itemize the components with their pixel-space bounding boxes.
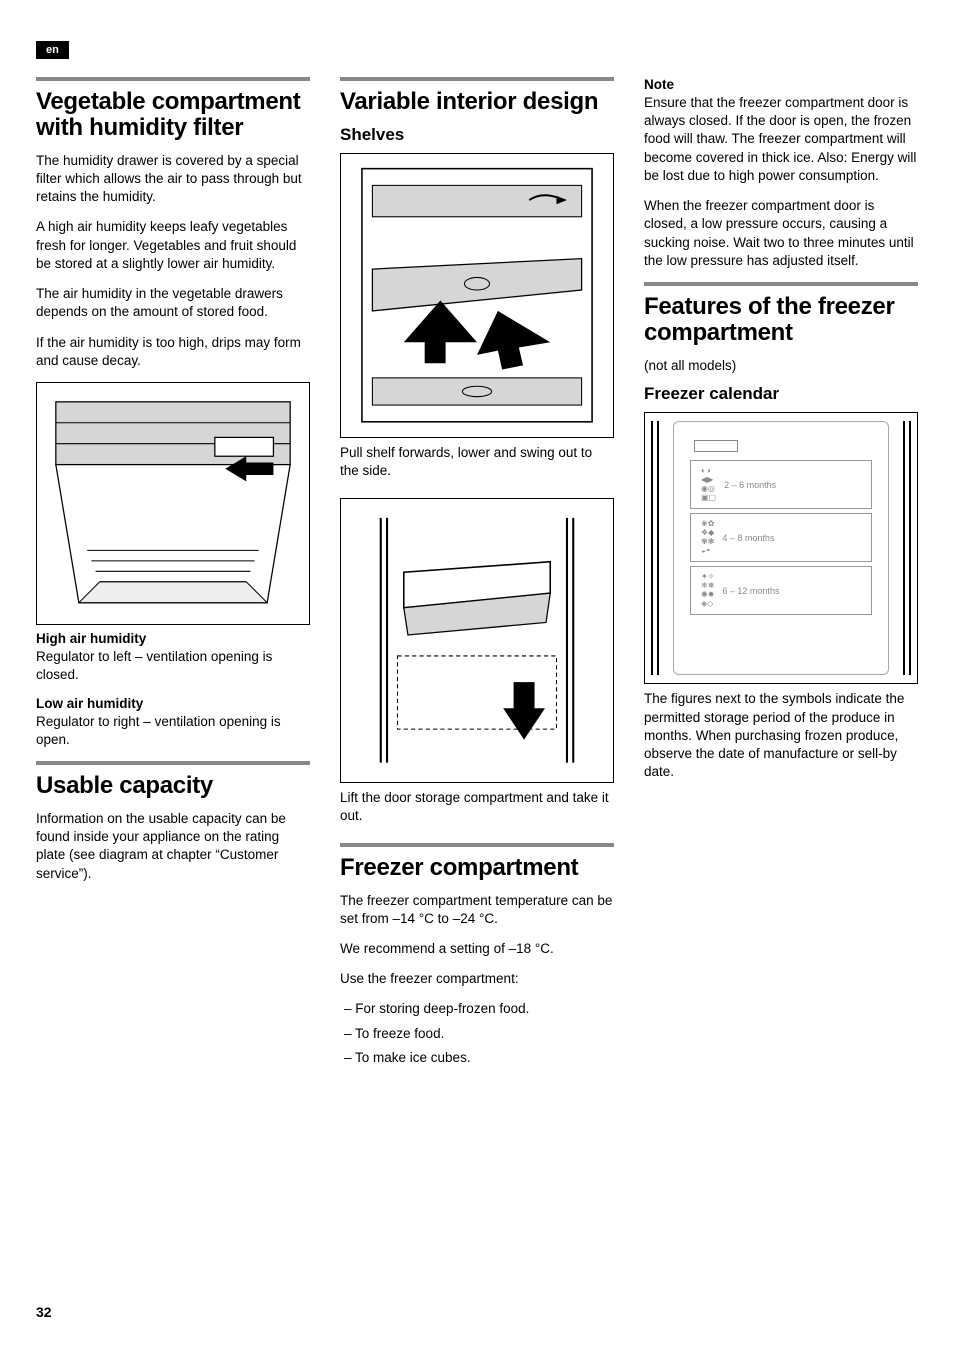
section-rule: [340, 843, 614, 847]
body-text: Information on the usable capacity can b…: [36, 810, 310, 883]
label-low-humidity: Low air humidity: [36, 696, 310, 711]
body-text: We recommend a setting of –18 °C.: [340, 940, 614, 958]
section-rule: [340, 77, 614, 81]
body-text: Regulator to left – ventilation opening …: [36, 648, 310, 684]
column-2: Variable interior de­sign Shelves Pull s…: [340, 77, 614, 1079]
figure-door-compartment: [340, 498, 614, 782]
subnote-not-all-models: (not all models): [644, 357, 918, 375]
body-text: Use the freezer compartment:: [340, 970, 614, 988]
heading-freezer-features: Features of the freezer compartment: [644, 294, 918, 347]
list-item: To freeze food.: [344, 1025, 614, 1043]
body-text: The freezer compartment temperature can …: [340, 892, 614, 928]
heading-vegetable-compartment: Vegetable compartment with humidity filt…: [36, 89, 310, 142]
body-text: When the freezer compartment door is clo…: [644, 197, 918, 270]
body-text: Regulator to right – ventilation opening…: [36, 713, 310, 749]
body-text: Ensure that the freezer compartment door…: [644, 94, 918, 185]
language-tab: en: [36, 41, 69, 59]
page-number: 32: [36, 1304, 52, 1320]
list-item: For storing deep-frozen food.: [344, 1000, 614, 1018]
section-rule: [36, 761, 310, 765]
page-columns: Vegetable compartment with humidity filt…: [36, 77, 918, 1079]
body-text: The humidity drawer is covered by a spec…: [36, 152, 310, 207]
figure-caption: Pull shelf forwards, lower and swing out…: [340, 444, 614, 480]
heading-freezer-compartment: Freezer compart­ment: [340, 855, 614, 881]
heading-variable-interior: Variable interior de­sign: [340, 89, 614, 115]
calendar-label: 4 – 8 months: [722, 533, 774, 543]
heading-usable-capacity: Usable capacity: [36, 773, 310, 799]
calendar-row: ❀✿❖◆✾❃◒◓ 4 – 8 months: [690, 513, 872, 562]
body-text: The air humidity in the vegetable drawer…: [36, 285, 310, 321]
calendar-label: 6 – 12 months: [722, 586, 779, 596]
column-3: Note Ensure that the freezer compartment…: [644, 77, 918, 1079]
figure-caption: Lift the door storage compartment and ta…: [340, 789, 614, 825]
calendar-row: ◐◑◀▶◉◎▣▢ 2 – 6 months: [690, 460, 872, 509]
label-high-humidity: High air humidity: [36, 631, 310, 646]
calendar-row: ✦✧❄❅✺✹◈◇ 6 – 12 months: [690, 566, 872, 615]
figure-freezer-calendar: ◐◑◀▶◉◎▣▢ 2 – 6 months ❀✿❖◆✾❃◒◓ 4 – 8 mon…: [644, 412, 918, 684]
subheading-freezer-calendar: Freezer calendar: [644, 384, 918, 404]
body-text: If the air humidity is too high, drips m…: [36, 334, 310, 370]
subheading-shelves: Shelves: [340, 125, 614, 145]
freezer-use-list: For storing deep-frozen food. To freeze …: [340, 1000, 614, 1067]
figure-shelf-swing: [340, 153, 614, 437]
calendar-label: 2 – 6 months: [724, 480, 776, 490]
section-rule: [36, 77, 310, 81]
list-item: To make ice cubes.: [344, 1049, 614, 1067]
figure-caption: The figures next to the symbols indicate…: [644, 690, 918, 781]
body-text: A high air humidity keeps leafy vegetabl…: [36, 218, 310, 273]
column-1: Vegetable compartment with humidity filt…: [36, 77, 310, 1079]
note-label: Note: [644, 77, 918, 92]
figure-humidity-drawer: [36, 382, 310, 625]
section-rule: [644, 282, 918, 286]
